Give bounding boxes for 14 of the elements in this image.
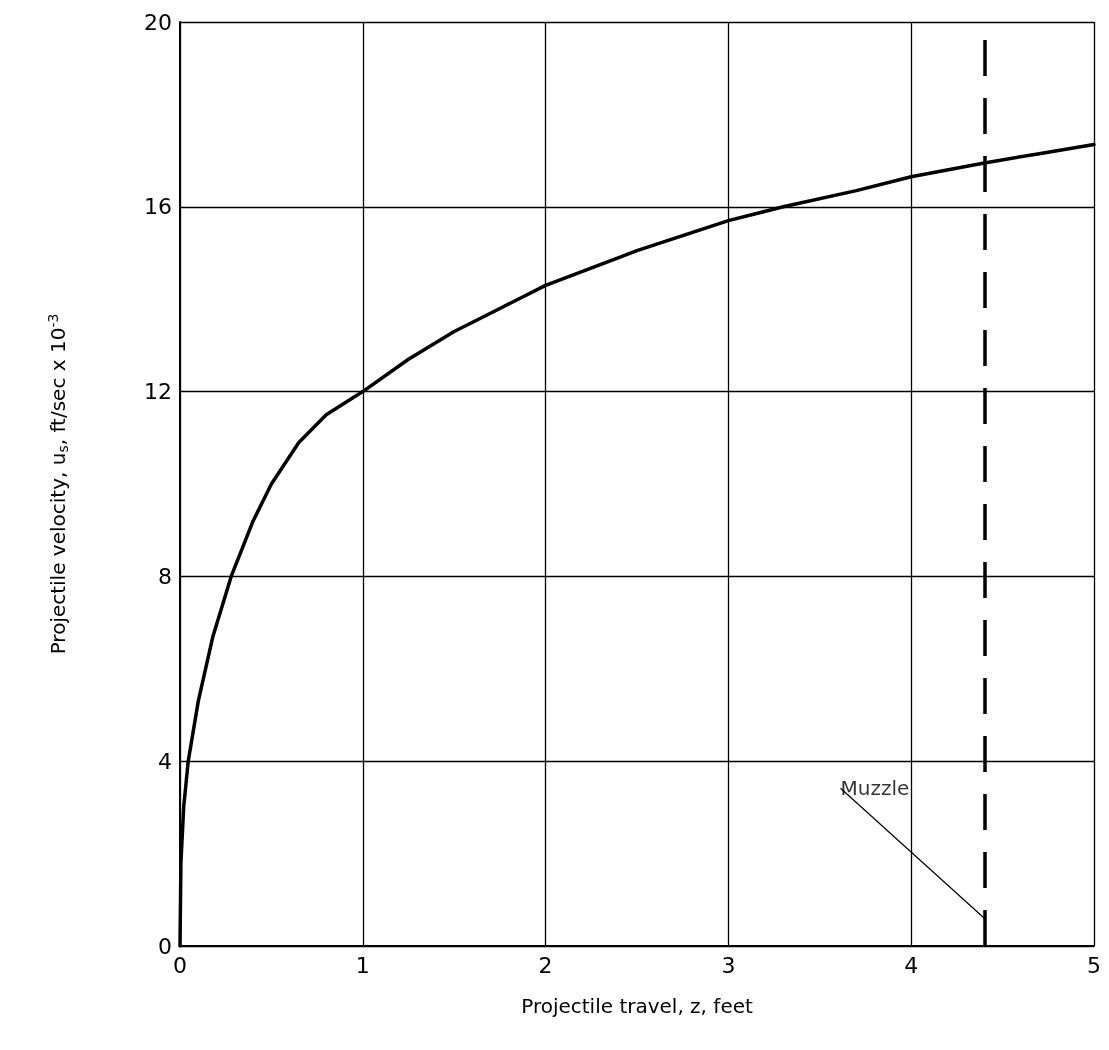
x-tick-label: 5: [1087, 952, 1101, 978]
x-axis-title: Projectile travel, z, feet: [521, 994, 753, 1018]
x-tick-label: 4: [904, 952, 919, 978]
y-tick-label: 12: [144, 379, 172, 405]
x-tick-label: 1: [355, 952, 370, 978]
y-tick-label: 20: [144, 9, 172, 35]
y-tick-label: 16: [144, 194, 172, 220]
y-tick-label: 8: [158, 563, 172, 589]
y-tick-label: 4: [158, 748, 172, 774]
y-tick-label: 0: [158, 933, 172, 959]
x-tick-label: 3: [721, 952, 736, 978]
x-tick-label: 2: [538, 952, 553, 978]
y-axis-title: Projectile velocity, us, ft/sec x 10-3: [45, 313, 71, 655]
annotation: Muzzle: [840, 776, 910, 801]
